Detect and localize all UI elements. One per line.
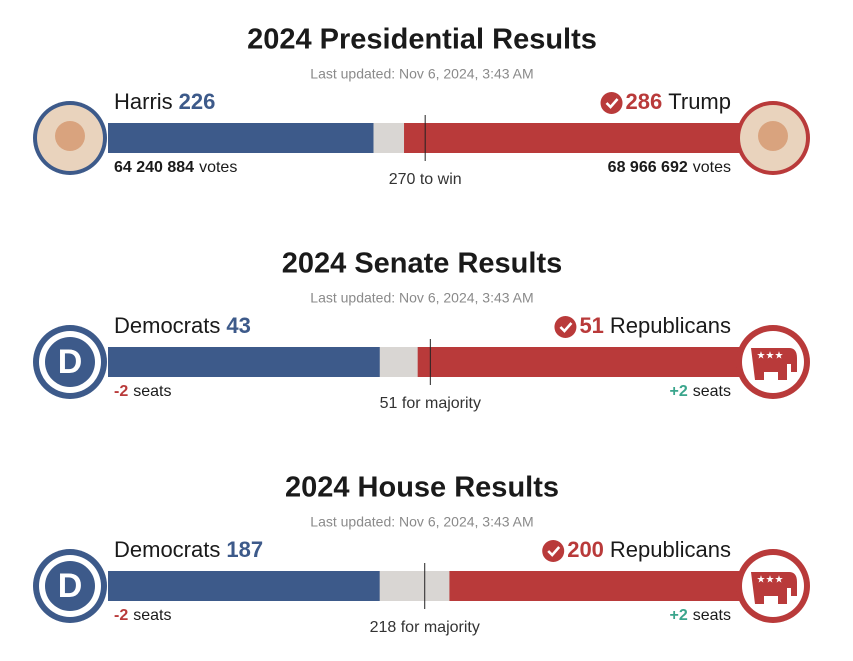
left-name: Harris <box>114 89 173 114</box>
winner-check <box>600 92 623 114</box>
winner-check-mark <box>559 322 573 333</box>
left-count: 43 <box>226 313 250 338</box>
right-header: 286 Trump <box>626 89 731 114</box>
left-detail-unit: seats <box>133 383 171 400</box>
right-detail: 68 966 692 votes <box>608 159 731 176</box>
party-letter: D <box>58 343 83 381</box>
last-updated: Last updated: Nov 6, 2024, 3:43 AM <box>310 66 533 82</box>
avatar-face <box>758 121 788 151</box>
bar-left <box>108 347 380 377</box>
left-header: Democrats 43 <box>114 313 251 338</box>
winner-check <box>542 540 565 562</box>
result-section: 2024 Senate Results Last updated: Nov 6, … <box>33 248 810 412</box>
right-count: 51 <box>579 313 603 338</box>
right-header: 51 Republicans <box>579 313 731 338</box>
left-count: 226 <box>179 89 216 114</box>
left-detail-unit: votes <box>199 159 237 176</box>
left-detail-unit: seats <box>133 607 171 624</box>
right-name: Republicans <box>610 313 731 338</box>
right-count: 200 <box>567 537 604 562</box>
threshold-label: 218 for majority <box>370 619 480 636</box>
threshold-label: 51 for majority <box>380 395 481 412</box>
right-detail-value: 68 966 692 <box>608 159 688 176</box>
threshold-label: 270 to win <box>389 171 462 188</box>
winner-check <box>554 316 577 338</box>
right-detail-unit: votes <box>693 159 731 176</box>
right-detail: +2 seats <box>670 383 732 400</box>
right-name: Trump <box>668 89 731 114</box>
left-detail: -2 seats <box>114 383 171 400</box>
party-stars: ★★★ <box>757 575 784 586</box>
right-detail-value: +2 <box>670 607 688 624</box>
left-detail-value: -2 <box>114 607 128 624</box>
left-name: Democrats <box>114 537 220 562</box>
winner-check-mark <box>547 546 561 557</box>
section-title: 2024 Presidential Results <box>247 24 597 56</box>
left-name: Democrats <box>114 313 220 338</box>
bar-left <box>108 571 380 601</box>
party-logo-inner <box>45 561 95 611</box>
bar-right <box>417 347 740 377</box>
party-stars: ★★★ <box>757 351 784 362</box>
right-detail: +2 seats <box>670 607 732 624</box>
right-count: 286 <box>626 89 663 114</box>
right-detail-unit: seats <box>693 383 731 400</box>
party-elephant <box>751 572 797 604</box>
bar-left <box>108 123 374 153</box>
right-name: Republicans <box>610 537 731 562</box>
avatar-face <box>55 121 85 151</box>
section-title: 2024 House Results <box>285 472 559 504</box>
section-title: 2024 Senate Results <box>282 248 562 280</box>
bar-right <box>449 571 740 601</box>
right-header: 200 Republicans <box>567 537 731 562</box>
left-count: 187 <box>226 537 263 562</box>
party-logo-inner <box>45 337 95 387</box>
left-header: Harris 226 <box>114 89 215 114</box>
left-detail-value: -2 <box>114 383 128 400</box>
right-detail-value: +2 <box>670 383 688 400</box>
left-detail: -2 seats <box>114 607 171 624</box>
left-detail: 64 240 884 votes <box>114 159 237 176</box>
bar-right <box>404 123 740 153</box>
right-detail-unit: seats <box>693 607 731 624</box>
result-section: 2024 House Results Last updated: Nov 6, 2… <box>33 472 810 636</box>
last-updated: Last updated: Nov 6, 2024, 3:43 AM <box>310 514 533 530</box>
winner-check-mark <box>605 98 619 109</box>
result-section: 2024 Presidential Results Last updated: N… <box>33 24 810 188</box>
left-header: Democrats 187 <box>114 537 263 562</box>
left-detail-value: 64 240 884 <box>114 159 194 176</box>
party-letter: D <box>58 567 83 605</box>
last-updated: Last updated: Nov 6, 2024, 3:43 AM <box>310 290 533 306</box>
party-elephant <box>751 348 797 380</box>
